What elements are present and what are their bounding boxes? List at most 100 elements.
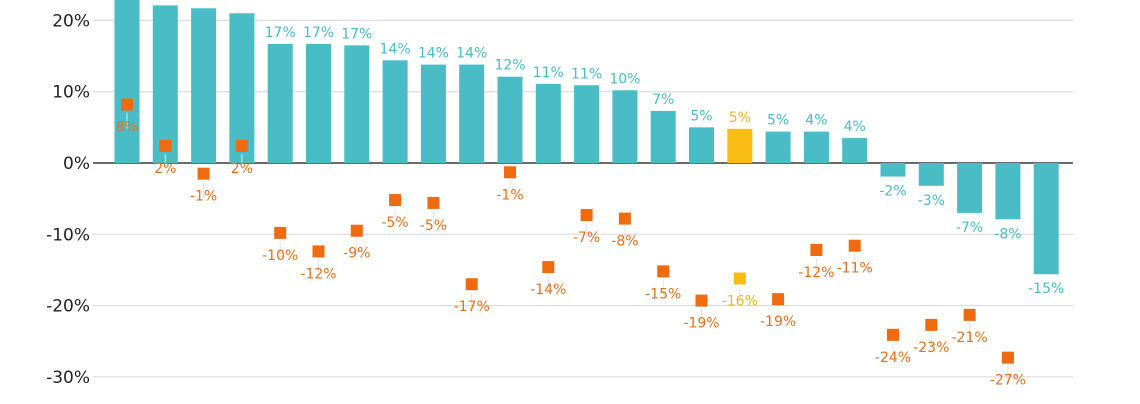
square-marker [542,261,555,274]
bar [420,64,446,163]
bar [880,163,906,177]
marker-value-label: -11% [837,261,873,277]
marker-value-label: -27% [990,373,1026,389]
square-marker [235,139,248,152]
bar [765,131,791,163]
square-marker [197,167,210,180]
marker-value-label: -16% [722,294,758,310]
bar [727,128,753,163]
dot-layer [121,98,1014,382]
bar-value-label: 11% [571,66,602,82]
square-marker [810,243,823,256]
bar [574,85,600,163]
bar [459,64,485,163]
bar-value-label: 17% [303,25,334,41]
square-marker [312,245,325,258]
bar [957,163,983,213]
bar [612,90,638,163]
marker-value-label: 2% [231,161,253,177]
square-marker [121,98,133,111]
grid-layer: 20% 10% 0% -10% -20% -30% [46,11,1073,388]
y-tick-label: 20% [52,11,90,31]
bar-value-label: 14% [380,41,411,57]
square-marker [695,294,708,307]
marker-value-label: -17% [454,299,490,315]
y-tick-label: -10% [46,225,90,245]
bar-value-label: 17% [265,25,296,41]
bar-value-label: 10% [609,71,640,87]
marker-value-label: -12% [798,265,834,281]
bar-value-label: -8% [994,226,1021,242]
marker-value-label: 2% [154,161,176,177]
marker-value-label: 8% [116,120,138,136]
marker-value-label: -21% [952,330,988,346]
square-marker [657,265,670,278]
square-marker [159,139,172,152]
bar-value-label: 4% [844,119,866,135]
square-marker [887,328,899,341]
bar-layer [114,0,1059,275]
marker-value-label: -5% [420,218,447,234]
bar [803,131,829,163]
square-marker [389,194,402,207]
square-marker [733,272,746,285]
bar-value-label: -2% [879,184,906,200]
square-marker [848,239,861,252]
bar [229,13,255,163]
bar-value-label: -3% [918,193,945,209]
bar-value-label: 5% [767,113,789,129]
square-marker [465,278,478,291]
square-marker [427,196,440,209]
marker-value-label: -19% [760,314,796,330]
marker-value-label: -15% [645,286,681,302]
y-tick-label: -20% [46,297,90,317]
marker-value-label: -10% [262,248,298,264]
marker-value-label: -8% [611,234,638,250]
bar [382,60,408,163]
bar [995,163,1021,220]
bar [191,8,217,163]
marker-value-label: -23% [913,340,949,356]
bar-value-label: 7% [652,92,674,108]
marker-value-label: -19% [683,316,719,332]
bar [689,127,714,163]
square-marker [925,318,938,331]
square-marker [504,166,516,179]
bar [918,163,944,186]
square-marker [274,226,287,239]
bar-value-label: 4% [805,113,827,129]
label-layer: 17% 17% 17% 14% 14% 14% 12% 11% 11% 10% 7% 5% 5% 5% 4%… [116,25,1064,389]
marker-value-label: -5% [381,215,408,231]
bar-value-label: -7% [956,220,983,236]
marker-value-label: -12% [300,266,336,282]
bar [497,76,523,163]
y-tick-label: 0% [63,154,90,174]
marker-value-label: -7% [573,230,600,246]
marker-value-label: -24% [875,350,911,366]
bar-value-label: 14% [456,46,487,62]
marker-value-label: -1% [496,187,523,203]
square-marker [1001,351,1014,364]
bar-value-label: -15% [1028,281,1064,297]
square-marker [618,212,631,225]
bar [344,45,370,164]
bar-value-label: 12% [494,58,525,74]
bar [535,83,561,163]
bar-value-label: 14% [418,46,449,62]
marker-value-label: -9% [343,246,370,262]
marker-value-label: -1% [190,189,217,205]
bar [152,5,178,163]
bar [650,110,676,163]
y-tick-label: -30% [46,368,90,388]
bar-value-label: 5% [729,110,751,126]
bar-value-label: 11% [533,65,564,81]
bar-value-label: 5% [690,108,712,124]
bar [842,138,868,163]
marker-value-label: -14% [530,282,566,298]
square-marker [772,293,785,306]
bar [1033,163,1059,275]
square-marker [350,224,363,237]
bar [114,0,140,163]
